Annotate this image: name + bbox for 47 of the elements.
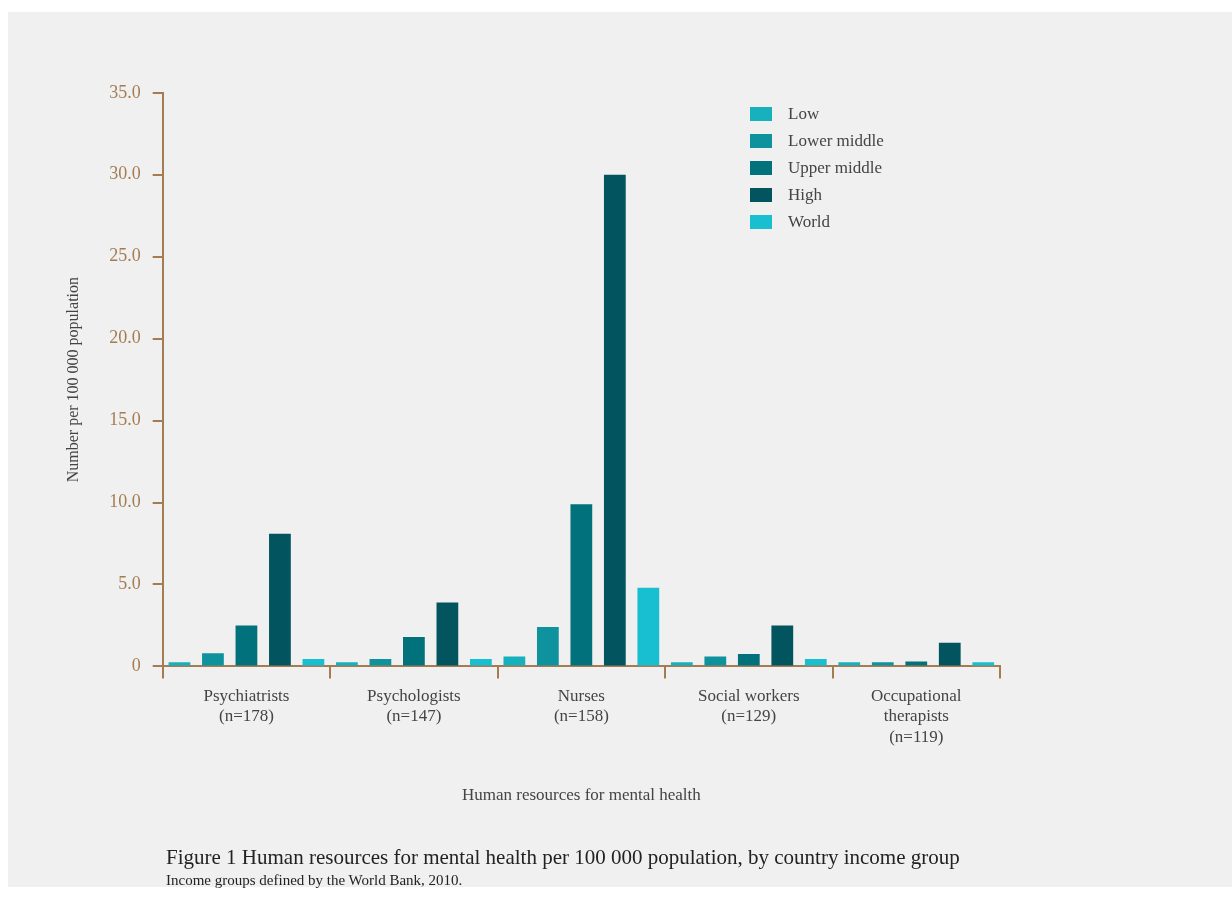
legend-label: Low	[788, 103, 820, 124]
bar	[771, 625, 794, 666]
bar	[670, 662, 693, 666]
bar	[302, 659, 325, 666]
x-tick-label: Psychiatrists (n=178)	[203, 686, 290, 726]
y-axis-title: Number per 100 000 population	[63, 276, 82, 483]
bar	[235, 625, 258, 666]
legend-label: High	[788, 184, 822, 205]
bar	[938, 642, 961, 666]
legend-label: World	[788, 211, 831, 232]
bar	[905, 661, 928, 666]
y-tick-label: 15.0	[109, 409, 141, 430]
y-tick-label: 10.0	[109, 491, 141, 512]
legend-label: Upper middle	[788, 157, 882, 178]
bar	[704, 656, 727, 666]
bar	[503, 656, 526, 666]
bar	[637, 587, 660, 666]
y-tick-label: 30.0	[109, 163, 141, 184]
legend-label: Lower middle	[788, 130, 884, 151]
bar	[536, 627, 559, 666]
bar	[336, 662, 358, 666]
bar	[403, 636, 425, 666]
text: Figure 1 Human resources for mental health per 100 000 population, by country income group	[166, 845, 960, 870]
bar	[436, 602, 459, 666]
y-tick-label: 5.0	[118, 573, 141, 594]
bar	[269, 533, 291, 666]
bar	[469, 659, 492, 666]
bar	[369, 659, 392, 666]
bar	[737, 654, 760, 666]
bar	[603, 174, 626, 666]
x-tick-label: Social workers (n=129)	[698, 686, 800, 726]
bar	[570, 504, 593, 666]
bar	[804, 659, 827, 666]
bar	[202, 653, 224, 666]
text: Income groups defined by the World Bank, 2010.	[166, 872, 463, 889]
x-tick-label: Psychologists (n=147)	[367, 686, 461, 726]
bar	[871, 662, 894, 666]
x-axis-title: Human resources for mental health	[461, 785, 702, 805]
y-tick-label: 20.0	[109, 327, 141, 348]
x-tick-label: Occupational therapists (n=119)	[870, 686, 962, 746]
y-tick-label: 25.0	[109, 245, 141, 266]
y-tick-label: 35.0	[109, 81, 141, 102]
y-tick-label: 0	[131, 655, 141, 676]
bar	[972, 662, 995, 666]
bar	[838, 662, 861, 666]
x-tick-label: Nurses (n=158)	[553, 686, 609, 726]
bar	[168, 662, 191, 666]
